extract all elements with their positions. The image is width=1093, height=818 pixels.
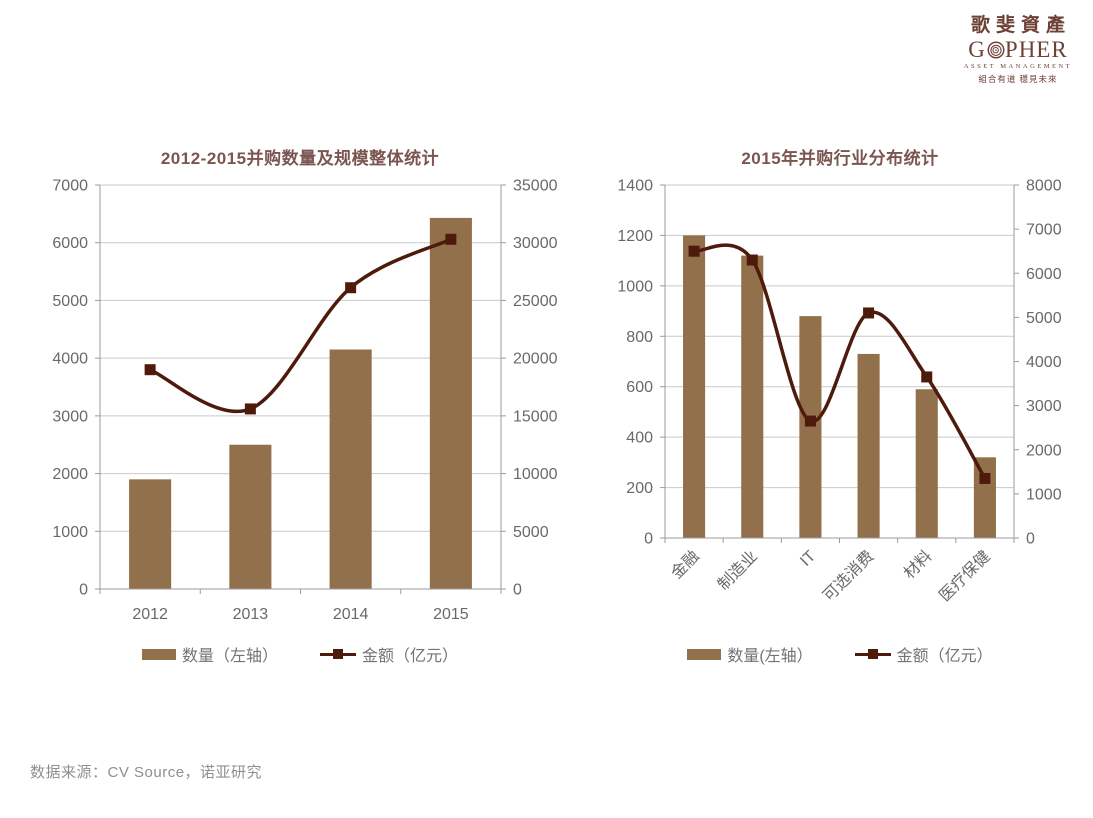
tree-ring-icon [987,41,1005,58]
bar-金融 [683,235,706,538]
logo-letters-pher: PHER [1004,37,1068,62]
right-axis-label: 2000 [1026,442,1062,459]
right-axis-label: 20000 [513,351,558,368]
legend-item-line-series: 金额（亿元） [854,642,993,666]
right-axis-label: 5000 [1026,310,1062,327]
bar-IT [799,316,822,538]
legend-label-line-series: 金额（亿元） [362,648,459,665]
category-label-2015: 2015 [433,606,469,623]
right-axis-label: 15000 [513,408,558,425]
bar-2012 [129,479,172,589]
line-marker-2013 [244,403,256,415]
logo-tagline: 組合有道 穩見未來 [959,73,1077,85]
line-marker-IT [804,415,816,427]
left-axis-label: 1400 [617,178,653,195]
bar-材料 [915,389,938,538]
category-label-制造业: 制造业 [714,547,761,594]
category-label-2014: 2014 [333,606,369,623]
data-source-note: 数据来源：CV Source，诺亚研究 [30,764,263,781]
overview-chart-legend: 数量（左轴） 金额（亿元） [20,642,580,666]
line-marker-材料 [921,371,933,383]
left-axis-label: 1200 [617,228,653,245]
legend-label-line-series: 金额（亿元） [896,648,993,665]
right-axis-label: 10000 [513,466,558,483]
right-axis-label: 0 [1026,531,1035,548]
industry-chart-canvas: 0 200 400 600 800 1000 1200 1400 0 1000 2000 3000 40… [617,178,1062,606]
line-marker-2014 [345,282,357,294]
category-label-材料: 材料 [900,547,935,582]
bar-series-swatch-icon [141,648,176,660]
category-label-医疗保健: 医疗保健 [936,547,994,605]
tagline-rule-left [961,79,974,80]
legend-item-line-series: 金额（亿元） [320,642,458,666]
line-marker-金融 [688,245,700,257]
category-label-IT: IT [797,548,819,570]
legend-label-bar-series: 数量(左轴） [727,648,813,665]
legend-item-bar-series: 数量（左轴） [141,642,278,666]
legend-item-bar-series: 数量(左轴） [687,642,813,666]
left-axis-label: 800 [626,329,653,346]
right-axis-label: 30000 [513,235,558,252]
bar-可选消费 [857,353,880,538]
left-axis-label: 1000 [617,278,653,295]
line-marker-可选消费 [863,307,875,319]
line-marker-医疗保健 [979,472,991,484]
category-label-金融: 金融 [668,547,703,582]
left-axis-label: 200 [626,480,653,497]
overview-chart-title: 2012-2015并购数量及规模整体统计 [160,149,440,168]
right-axis-label: 8000 [1026,178,1062,195]
bar-2014 [329,349,372,589]
right-axis-label: 4000 [1026,354,1062,371]
left-axis-label: 0 [79,582,88,599]
right-axis-label: 3000 [1026,398,1062,415]
bar-制造业 [741,255,764,538]
right-axis-label: 35000 [513,178,558,195]
left-axis-label: 0 [644,531,653,548]
tagline-rule-right [1062,79,1075,80]
logo-wordmark: G PHER [959,38,1077,61]
tagline-text: 組合有道 穩見未來 [978,74,1058,84]
right-axis-label: 5000 [513,524,549,541]
line-series-swatch-icon [854,648,891,660]
left-axis-label: 600 [626,379,653,396]
line-series [693,243,987,480]
line-series [149,237,452,413]
left-axis-label: 4000 [52,351,88,368]
line-marker-2015 [445,233,457,245]
category-label-2012: 2012 [132,606,168,623]
logo-subtitle: ASSET MANAGEMENT [963,63,1073,70]
left-axis-label: 7000 [52,178,88,195]
bar-2013 [229,444,272,589]
right-axis-label: 7000 [1026,222,1062,239]
left-axis-label: 2000 [52,466,88,483]
logo-chinese-name: 歌斐資產 [970,15,1071,36]
gopher-logo: 歌斐資產 G PHER ASSET MANAGEMENT 組合有道 穩見未來 [959,10,1077,85]
category-label-可选消费: 可选消费 [819,547,877,605]
industry-chart-title: 2015年并购行业分布统计 [741,149,939,168]
logo-letter-g: G [968,37,986,62]
line-series-swatch-icon [320,648,356,660]
category-label-2013: 2013 [233,606,269,623]
line-marker-制造业 [746,254,758,266]
bar-2015 [429,217,472,589]
right-axis-label: 6000 [1026,266,1062,283]
left-axis-label: 400 [626,430,653,447]
right-axis-label: 25000 [513,293,558,310]
legend-label-bar-series: 数量（左轴） [181,648,278,665]
left-axis-label: 1000 [52,524,88,541]
line-marker-2012 [144,364,156,376]
left-axis-label: 5000 [52,293,88,310]
left-axis-label: 3000 [52,408,88,425]
left-axis-label: 6000 [52,235,88,252]
right-axis-label: 0 [513,582,522,599]
bar-医疗保健 [973,457,996,538]
industry-chart-legend: 数量(左轴） 金额（亿元） [600,642,1080,666]
right-axis-label: 1000 [1026,486,1062,503]
bar-series-swatch-icon [687,648,722,660]
overview-chart-canvas: 0 1000 2000 3000 4000 5000 6000 7000 0 5000 10000 1… [52,178,558,624]
